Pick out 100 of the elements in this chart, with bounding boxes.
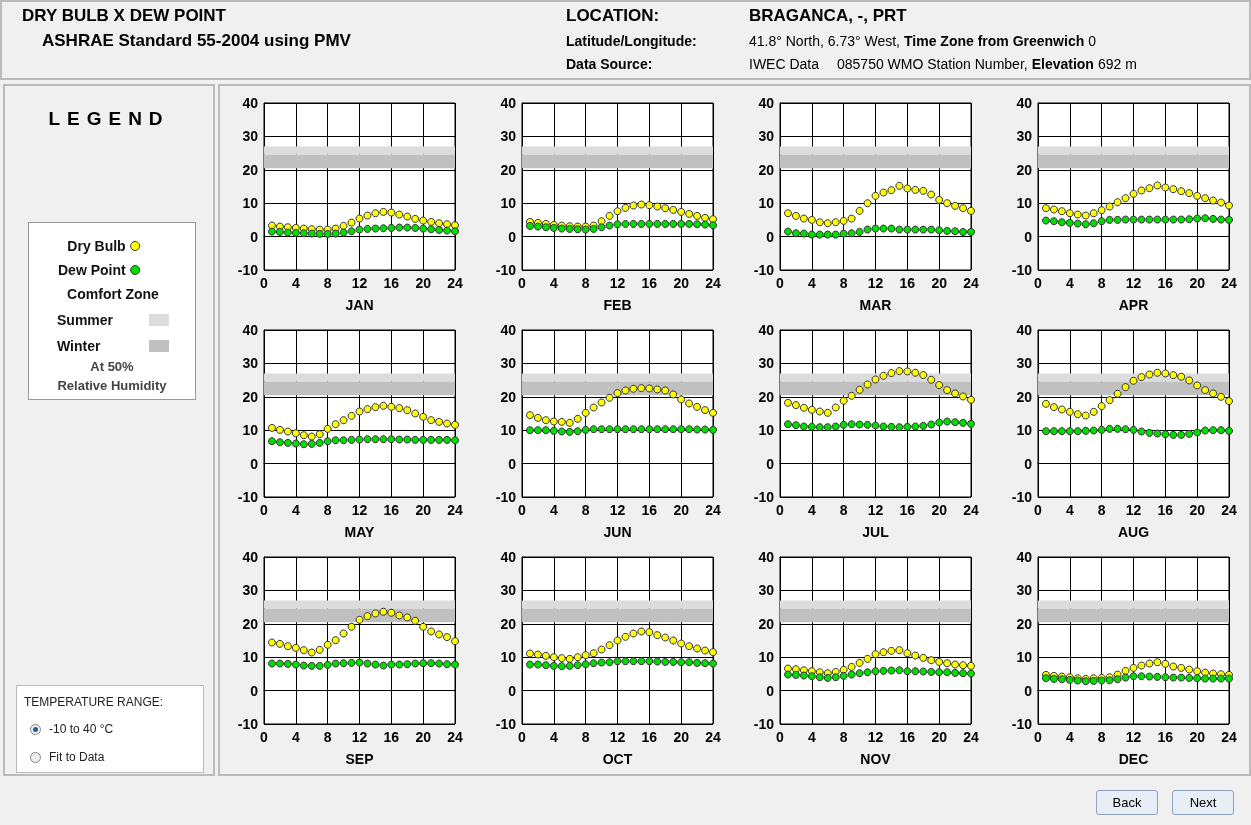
x-axis-title: OCT	[602, 751, 633, 767]
x-tick-label: 4	[807, 275, 816, 291]
y-tick-label: 10	[242, 422, 259, 439]
x-tick-label: 8	[323, 275, 332, 291]
y-tick-label: 10	[1016, 422, 1033, 439]
x-tick-label: 16	[383, 729, 400, 745]
y-tick-label: -10	[1011, 262, 1033, 278]
x-tick-label: 16	[641, 275, 658, 291]
y-tick-label: 10	[500, 422, 517, 439]
y-tick-label: 10	[758, 195, 775, 212]
x-tick-label: 0	[1034, 729, 1043, 745]
x-tick-label: 24	[447, 502, 463, 518]
text: Comfort Zone	[67, 286, 159, 302]
x-tick-label: 4	[549, 275, 558, 291]
x-tick-label: 8	[581, 275, 590, 291]
x-tick-label: 4	[1065, 502, 1074, 518]
x-axis-title: AUG	[1117, 524, 1150, 540]
x-tick-label: 16	[383, 275, 400, 291]
y-tick-label: 40	[242, 549, 259, 565]
y-tick-label: 30	[758, 355, 775, 372]
y-tick-label: -10	[1011, 716, 1033, 732]
x-tick-label: 20	[415, 275, 432, 291]
x-tick-label: 0	[1034, 275, 1043, 291]
y-tick-label: 20	[758, 388, 775, 405]
y-tick-label: 40	[758, 95, 775, 111]
y-tick-label: 20	[500, 388, 517, 405]
text: 692 m	[1097, 56, 1137, 72]
x-tick-label: 24	[963, 729, 979, 745]
x-tick-label: 4	[1065, 275, 1074, 291]
source-note: Data Source:	[566, 56, 653, 72]
x-tick-label: 8	[1097, 502, 1106, 518]
x-tick-label: 24	[1221, 729, 1237, 745]
text: Time Zone from Greenwich	[904, 33, 1085, 49]
x-tick-label: 20	[1189, 729, 1206, 745]
x-axis-title: SEP	[345, 751, 374, 767]
x-tick-label: 0	[776, 729, 785, 745]
x-tick-label: 0	[776, 275, 785, 291]
y-tick-label: -10	[495, 262, 517, 278]
x-tick-label: 8	[1097, 275, 1106, 291]
x-axis-title: DEC	[1118, 751, 1149, 767]
y-tick-label: 0	[766, 682, 775, 699]
y-tick-label: -10	[753, 262, 775, 278]
x-tick-label: 16	[1157, 729, 1174, 745]
x-tick-label: 0	[518, 275, 527, 291]
x-tick-label: 16	[641, 729, 658, 745]
y-tick-label: 20	[1016, 615, 1033, 632]
y-tick-label: 20	[1016, 161, 1033, 178]
y-tick-label: 40	[500, 322, 517, 338]
y-tick-label: -10	[237, 262, 259, 278]
x-axis-title: FEB	[603, 297, 632, 313]
x-tick-label: 16	[899, 729, 916, 745]
x-tick-label: 8	[839, 729, 848, 745]
x-tick-label: 12	[351, 502, 368, 518]
y-tick-label: 20	[242, 615, 259, 632]
text: 0	[1088, 33, 1097, 49]
x-tick-label: 20	[931, 729, 948, 745]
x-tick-label: 4	[807, 729, 816, 745]
x-axis-title: JUL	[862, 524, 890, 540]
y-tick-label: 0	[508, 455, 517, 472]
x-tick-label: 24	[963, 502, 979, 518]
x-tick-label: 24	[705, 729, 721, 745]
y-tick-label: 0	[1024, 682, 1033, 699]
y-tick-label: 20	[242, 161, 259, 178]
y-tick-label: 40	[500, 549, 517, 565]
y-tick-label: 0	[766, 455, 775, 472]
y-tick-label: 40	[758, 549, 775, 565]
x-tick-label: 4	[291, 502, 300, 518]
y-tick-label: 30	[500, 128, 517, 145]
x-tick-label: 24	[1221, 275, 1237, 291]
y-tick-label: 0	[1024, 455, 1033, 472]
y-tick-label: 30	[1016, 582, 1033, 599]
text: TEMPERATURE RANGE:	[24, 695, 164, 709]
x-tick-label: 12	[351, 729, 368, 745]
y-tick-label: 0	[508, 228, 517, 245]
x-tick-label: 4	[807, 502, 816, 518]
x-tick-label: 12	[351, 275, 368, 291]
y-tick-label: 10	[500, 195, 517, 212]
text: -10 to 40 °C	[49, 722, 114, 736]
x-tick-label: 20	[673, 729, 690, 745]
x-tick-label: 24	[447, 275, 463, 291]
x-tick-label: 12	[867, 275, 884, 291]
x-tick-label: 20	[1189, 275, 1206, 291]
y-tick-label: 20	[758, 615, 775, 632]
y-tick-label: 10	[242, 649, 259, 666]
x-tick-label: 4	[1065, 729, 1074, 745]
x-tick-label: 0	[518, 729, 527, 745]
x-tick-label: 16	[1157, 275, 1174, 291]
y-tick-label: 20	[242, 388, 259, 405]
y-tick-label: 20	[758, 161, 775, 178]
x-tick-label: 0	[518, 502, 527, 518]
y-tick-label: 30	[242, 355, 259, 372]
x-tick-label: 20	[415, 502, 432, 518]
y-tick-label: 0	[1024, 228, 1033, 245]
x-tick-label: 4	[291, 275, 300, 291]
x-tick-label: 24	[705, 275, 721, 291]
x-tick-label: 8	[1097, 729, 1106, 745]
y-tick-label: 10	[242, 195, 259, 212]
x-tick-label: 16	[641, 502, 658, 518]
y-tick-label: 30	[1016, 355, 1033, 372]
x-tick-label: 20	[931, 502, 948, 518]
